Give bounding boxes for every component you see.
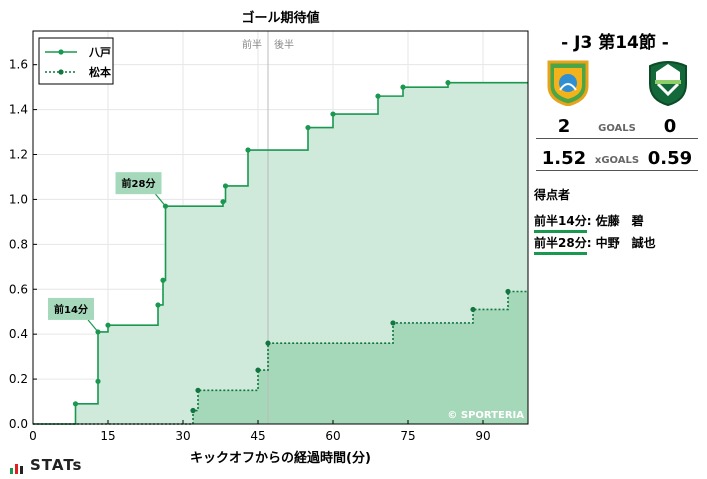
data-point <box>155 302 161 308</box>
goals-row: 2 GOALS 0 <box>536 114 698 139</box>
data-point <box>390 320 396 326</box>
data-point <box>195 387 201 393</box>
x-tick-label: 90 <box>475 429 490 443</box>
annotation-box <box>115 172 162 195</box>
legend-label-1: 松本 <box>89 65 111 79</box>
scorer-entry: 前半14分: 佐藤 碧 <box>534 212 644 233</box>
series-area-1 <box>33 291 528 424</box>
scorer-time: 前半28分 <box>534 234 587 255</box>
data-point <box>160 277 166 283</box>
annotation-pointer <box>87 319 99 333</box>
stats-bars-icon <box>10 464 23 474</box>
data-point <box>72 401 79 407</box>
data-point <box>330 111 336 117</box>
y-tick-label: 1.6 <box>9 58 28 72</box>
x-tick-label: 15 <box>100 429 115 443</box>
data-point <box>105 322 111 328</box>
home-xgoals: 1.52 <box>541 148 587 169</box>
x-tick-label: 45 <box>250 429 265 443</box>
y-tick-label: 1.2 <box>9 148 28 162</box>
data-point <box>222 183 229 189</box>
chart-title: ゴール期待値 <box>241 10 319 26</box>
series-line-1 <box>33 290 528 425</box>
data-point <box>220 199 226 205</box>
legend-marker-1 <box>58 69 64 75</box>
xgoals-label: xGOALS <box>594 155 640 166</box>
scorer-name: : 中野 誠也 <box>586 236 656 250</box>
legend-marker-0 <box>58 49 64 55</box>
y-tick-label: 0.6 <box>9 282 28 296</box>
data-point <box>255 367 261 373</box>
plot-frame <box>32 30 529 425</box>
y-tick-label: 1.0 <box>9 192 28 206</box>
scorer-time: 前半14分 <box>534 212 587 233</box>
matchday-title: - J3 第14節 - <box>561 33 669 53</box>
home-goals: 2 <box>557 116 571 137</box>
x-axis-label: キックオフからの経過時間(分) <box>190 450 371 466</box>
annotation-label: 前28分 <box>122 177 156 190</box>
data-point <box>190 407 196 414</box>
scorer-entry: 前半28分: 中野 誠也 <box>534 234 656 255</box>
y-tick-label: 1.4 <box>9 103 28 117</box>
x-tick-label: 0 <box>29 429 37 443</box>
data-point <box>245 147 251 153</box>
away-team-crest-icon <box>649 61 687 106</box>
y-tick-label: 0.4 <box>9 327 28 341</box>
legend-box <box>38 37 114 85</box>
legend-label-0: 八戸 <box>88 46 111 59</box>
data-point <box>445 80 451 86</box>
data-point <box>265 340 271 346</box>
scorer-name: : 佐藤 碧 <box>586 214 644 228</box>
data-point <box>95 378 101 384</box>
annotation-pointer <box>155 193 166 207</box>
x-tick-label: 75 <box>400 429 415 443</box>
half-label-first: 前半 <box>242 38 262 51</box>
xgoals-row: 1.52 xGOALS 0.59 <box>536 146 698 171</box>
annotation-box <box>48 297 94 320</box>
stats-logo-text: STATs <box>30 456 83 474</box>
home-team-crest-icon <box>547 60 589 106</box>
y-tick-label: 0.0 <box>9 417 28 431</box>
away-goals: 0 <box>663 116 677 137</box>
data-point <box>505 288 511 295</box>
data-point <box>375 93 381 99</box>
scorers-title: 得点者 <box>534 188 571 202</box>
watermark: © SPORTERIA <box>447 410 524 421</box>
y-tick-label: 0.2 <box>9 372 28 386</box>
data-point <box>470 306 476 313</box>
x-tick-label: 30 <box>175 429 190 443</box>
x-tick-label: 60 <box>325 429 340 443</box>
away-xgoals: 0.59 <box>647 148 693 169</box>
goals-label: GOALS <box>598 123 636 134</box>
data-point <box>400 84 406 90</box>
y-tick-label: 0.8 <box>9 237 28 251</box>
annotation-label: 前14分 <box>54 303 88 316</box>
half-label-second: 後半 <box>274 38 294 51</box>
data-point <box>305 124 311 131</box>
